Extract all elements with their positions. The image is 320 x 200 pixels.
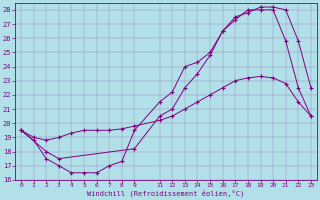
- X-axis label: Windchill (Refroidissement éolien,°C): Windchill (Refroidissement éolien,°C): [87, 190, 244, 197]
